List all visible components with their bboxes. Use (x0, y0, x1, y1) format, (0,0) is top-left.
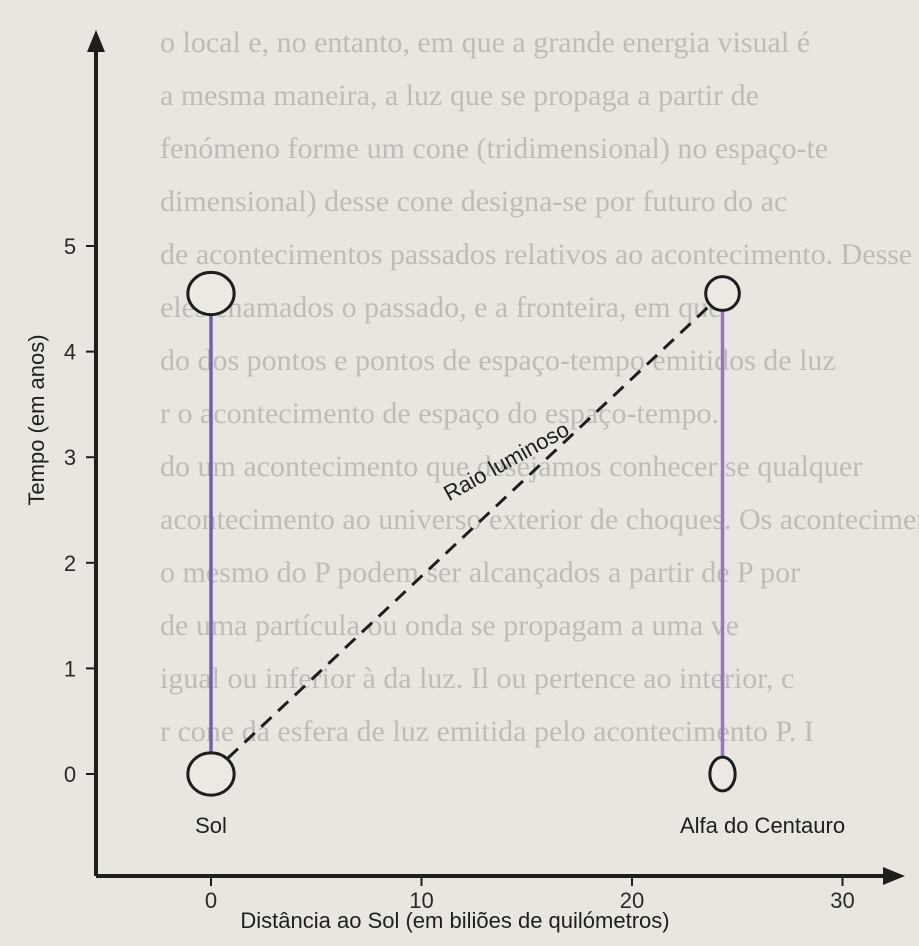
background-text: o local e, no entanto, em que a grande e… (160, 26, 919, 748)
background-text-line: o local e, no entanto, em que a grande e… (160, 26, 810, 59)
background-text-line: do dos pontos e pontos de espaço-tempo e… (160, 344, 836, 377)
y-tick-label: 1 (64, 656, 76, 681)
x-axis-label: Distância ao Sol (em biliões de quilómet… (240, 908, 669, 933)
background-text-line: a mesma maneira, a luz que se propaga a … (160, 79, 759, 112)
y-tick-label: 5 (64, 234, 76, 259)
event-marker (708, 755, 737, 793)
series (209, 292, 725, 776)
annotation-label: Sol (195, 813, 227, 838)
event-marker (186, 751, 236, 797)
background-text-line: de acontecimentos passados relativos ao … (160, 238, 912, 271)
background-text-line: de uma partícula ou onda se propagam a u… (160, 609, 739, 642)
y-axis-arrow (87, 30, 105, 52)
y-tick-label: 0 (64, 762, 76, 787)
y-tick-label: 2 (64, 551, 76, 576)
x-axis-arrow (883, 867, 905, 885)
x-tick-label: 30 (830, 888, 854, 913)
background-text-line: igual ou inferior à da luz. Il ou perten… (160, 662, 794, 695)
background-text-line: dimensional) desse cone designa-se por f… (160, 185, 787, 218)
background-text-line: fenómeno forme um cone (tridimensional) … (160, 132, 828, 165)
series-line-raio-luminoso (209, 292, 724, 776)
x-tick-label: 0 (205, 888, 217, 913)
y-axis-label: Tempo (em anos) (24, 334, 49, 505)
y-tick-label: 4 (64, 340, 76, 365)
y-tick-label: 3 (64, 445, 76, 470)
x-tick-label: 20 (620, 888, 644, 913)
markers (186, 270, 741, 797)
event-marker (186, 270, 236, 317)
ticks: 0 1 2 3 4 5 0 10 20 30 (64, 234, 855, 913)
event-marker (704, 275, 741, 312)
background-text-line: r o acontecimento de espaço do espaço-te… (160, 397, 719, 430)
background-text-line: do um acontecimento que desejamos conhec… (160, 450, 862, 483)
background-text-line: acontecimento ao universo exterior de ch… (160, 503, 919, 536)
background-text-line: o mesmo do P podem ser alcançados a part… (160, 556, 800, 589)
background-text-line: r cone da esfera de luz emitida pelo aco… (160, 715, 814, 748)
annotation-label: Alfa do Centauro (680, 813, 845, 838)
background-text-line: eles chamados o passado, e a fronteira, … (160, 291, 721, 324)
x-tick-label: 10 (409, 888, 433, 913)
